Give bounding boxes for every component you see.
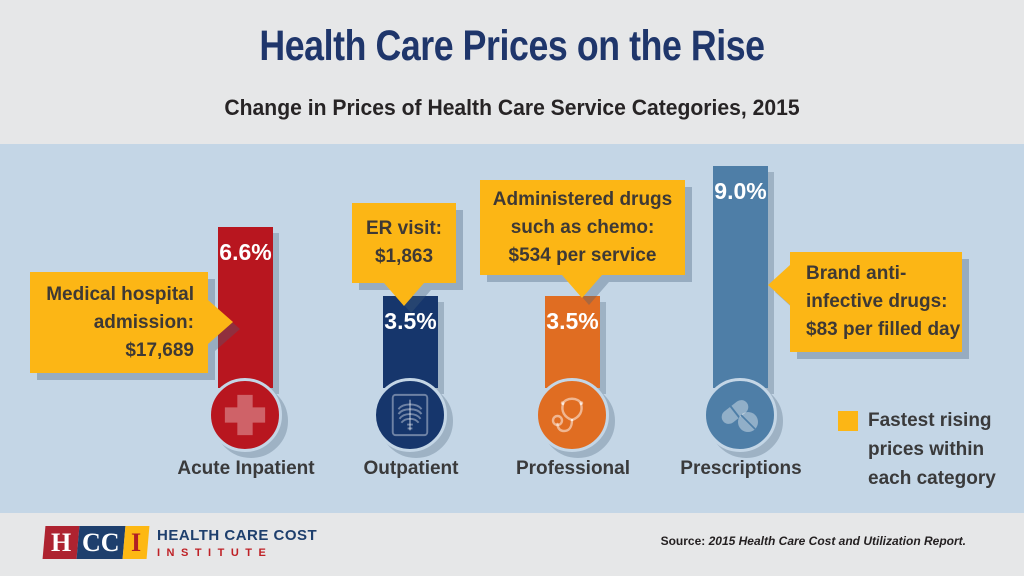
medical-cross-icon: [224, 394, 266, 436]
logo-wordmark: HEALTH CARE COST INSTITUTE: [157, 526, 317, 559]
page-title: Health Care Prices on the Rise: [259, 22, 765, 70]
source-prefix: Source:: [660, 534, 709, 548]
professional-icon-circle: [535, 378, 609, 452]
legend: Fastest rising prices within each catego…: [838, 406, 1008, 493]
callout-pointer-down-icon: [562, 275, 602, 298]
logo-letter: H: [50, 527, 72, 557]
page-subtitle: Change in Prices of Health Care Service …: [224, 95, 800, 120]
category-label-professional: Professional: [515, 458, 631, 479]
category-label-acute-inpatient: Acute Inpatient: [177, 458, 315, 479]
source-report-title: 2015 Health Care Cost and Utilization Re…: [708, 534, 966, 548]
callout-pointer-down-icon: [384, 283, 424, 306]
logo-letter: I: [130, 527, 142, 557]
callout-pointer-left-icon: [768, 265, 790, 305]
chart-area: 6.6% 3.5%: [0, 144, 1024, 513]
footer: H CC I HEALTH CARE COST INSTITUTE Source…: [0, 513, 1024, 576]
callout-er-visit: ER visit: $1,863: [352, 203, 456, 306]
callout-text: Brand anti- infective drugs: $83 per fil…: [806, 263, 961, 340]
logo-box-cc: CC: [76, 526, 126, 559]
callout-medical-hospital-admission: Medical hospital admission: $17,689: [30, 272, 233, 373]
logo-box-i: I: [122, 526, 150, 559]
legend-swatch-icon: [838, 411, 858, 431]
logo-line1: HEALTH CARE COST: [157, 527, 318, 544]
callout-administered-drugs: Administered drugs such as chemo: $534 p…: [480, 180, 685, 298]
logo-line2: INSTITUTE: [157, 547, 273, 559]
callout-pointer-right-icon: [208, 300, 233, 344]
acute-inpatient-icon-circle: [208, 378, 282, 452]
value-label-acute-inpatient: 6.6%: [219, 239, 272, 265]
pills-icon: [721, 400, 758, 432]
legend-label: Fastest rising prices within each catego…: [868, 410, 996, 489]
stethoscope-icon: [551, 397, 584, 433]
value-label-outpatient: 3.5%: [384, 308, 437, 334]
prescriptions-icon-circle: [703, 378, 777, 452]
callout-text: Administered drugs such as chemo: $534 p…: [492, 188, 673, 266]
category-label-outpatient: Outpatient: [363, 458, 459, 479]
hcci-logo: H CC I HEALTH CARE COST INSTITUTE: [42, 526, 317, 559]
callout-brand-anti-infective: Brand anti- infective drugs: $83 per fil…: [768, 252, 962, 352]
bar-professional: 3.5%: [545, 296, 600, 388]
header: Health Care Prices on the Rise Change in…: [0, 0, 1024, 144]
category-label-prescriptions: Prescriptions: [680, 458, 802, 479]
value-label-prescriptions: 9.0%: [714, 178, 767, 204]
xray-ribcage-icon: [391, 393, 429, 437]
callout-text: Medical hospital admission: $17,689: [46, 283, 194, 361]
bar-prescriptions: 9.0%: [713, 166, 768, 388]
logo-letter: CC: [82, 527, 120, 557]
logo-box-h: H: [42, 526, 80, 559]
value-label-professional: 3.5%: [546, 308, 599, 334]
callout-text: ER visit: $1,863: [365, 218, 443, 267]
source-note: Source: 2015 Health Care Cost and Utiliz…: [661, 534, 966, 548]
bar-outpatient: 3.5%: [383, 296, 438, 388]
outpatient-icon-circle: [373, 378, 447, 452]
